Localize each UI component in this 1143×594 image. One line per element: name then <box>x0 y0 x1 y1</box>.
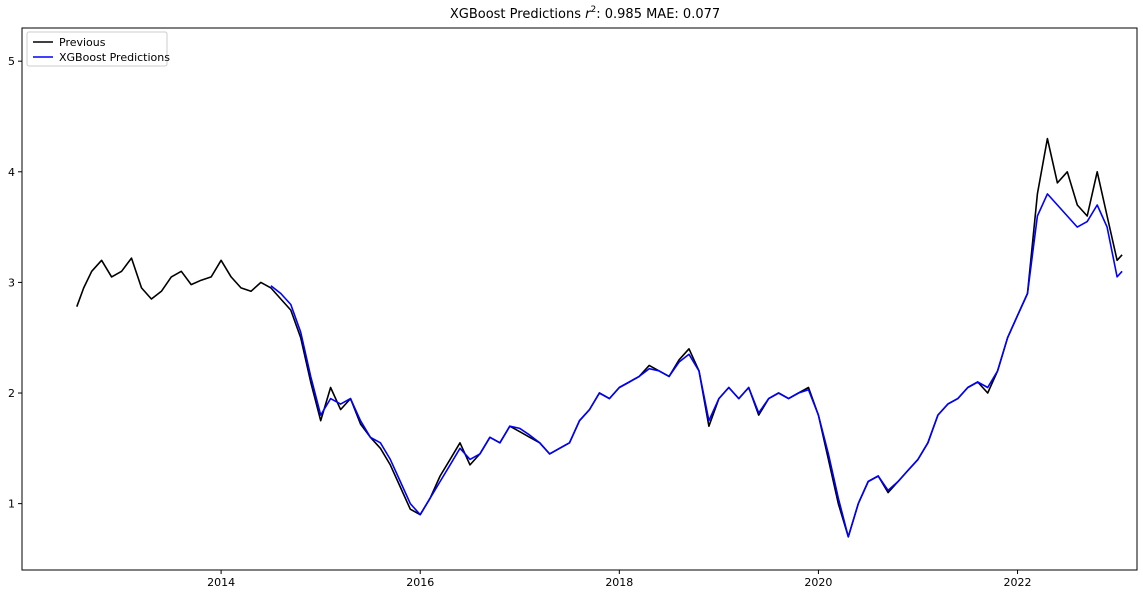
chart-title-r: r <box>585 7 592 22</box>
x-tick-label: 2018 <box>605 576 633 589</box>
y-tick-label: 4 <box>8 166 15 179</box>
chart-title: XGBoost Predictions r2: 0.985 MAE: 0.077 <box>450 5 720 22</box>
chart-title-prefix: XGBoost Predictions <box>450 7 585 22</box>
legend-box <box>26 31 168 67</box>
x-tick-label: 2016 <box>406 576 434 589</box>
x-tick-label: 2022 <box>1004 576 1032 589</box>
x-tick-label: 2020 <box>804 576 832 589</box>
chart-title-exponent: 2 <box>591 5 597 15</box>
chart-title-suffix: : 0.985 MAE: 0.077 <box>596 7 720 22</box>
legend-label: XGBoost Predictions <box>59 51 170 64</box>
axes-frame <box>21 27 1138 571</box>
series-line-previous <box>76 137 1123 538</box>
x-tick-label: 2014 <box>207 576 235 589</box>
series-line-xgboost-predictions <box>270 193 1123 538</box>
y-tick-label: 2 <box>8 387 15 400</box>
y-tick-label: 5 <box>8 55 15 68</box>
y-tick-label: 3 <box>8 276 15 289</box>
plot-area: 2014 2016 2018 2020 2022 1 2 3 4 5 Previous XGBoost… <box>8 27 1138 589</box>
y-tick-label: 1 <box>8 498 15 511</box>
legend-label: Previous <box>59 36 106 49</box>
